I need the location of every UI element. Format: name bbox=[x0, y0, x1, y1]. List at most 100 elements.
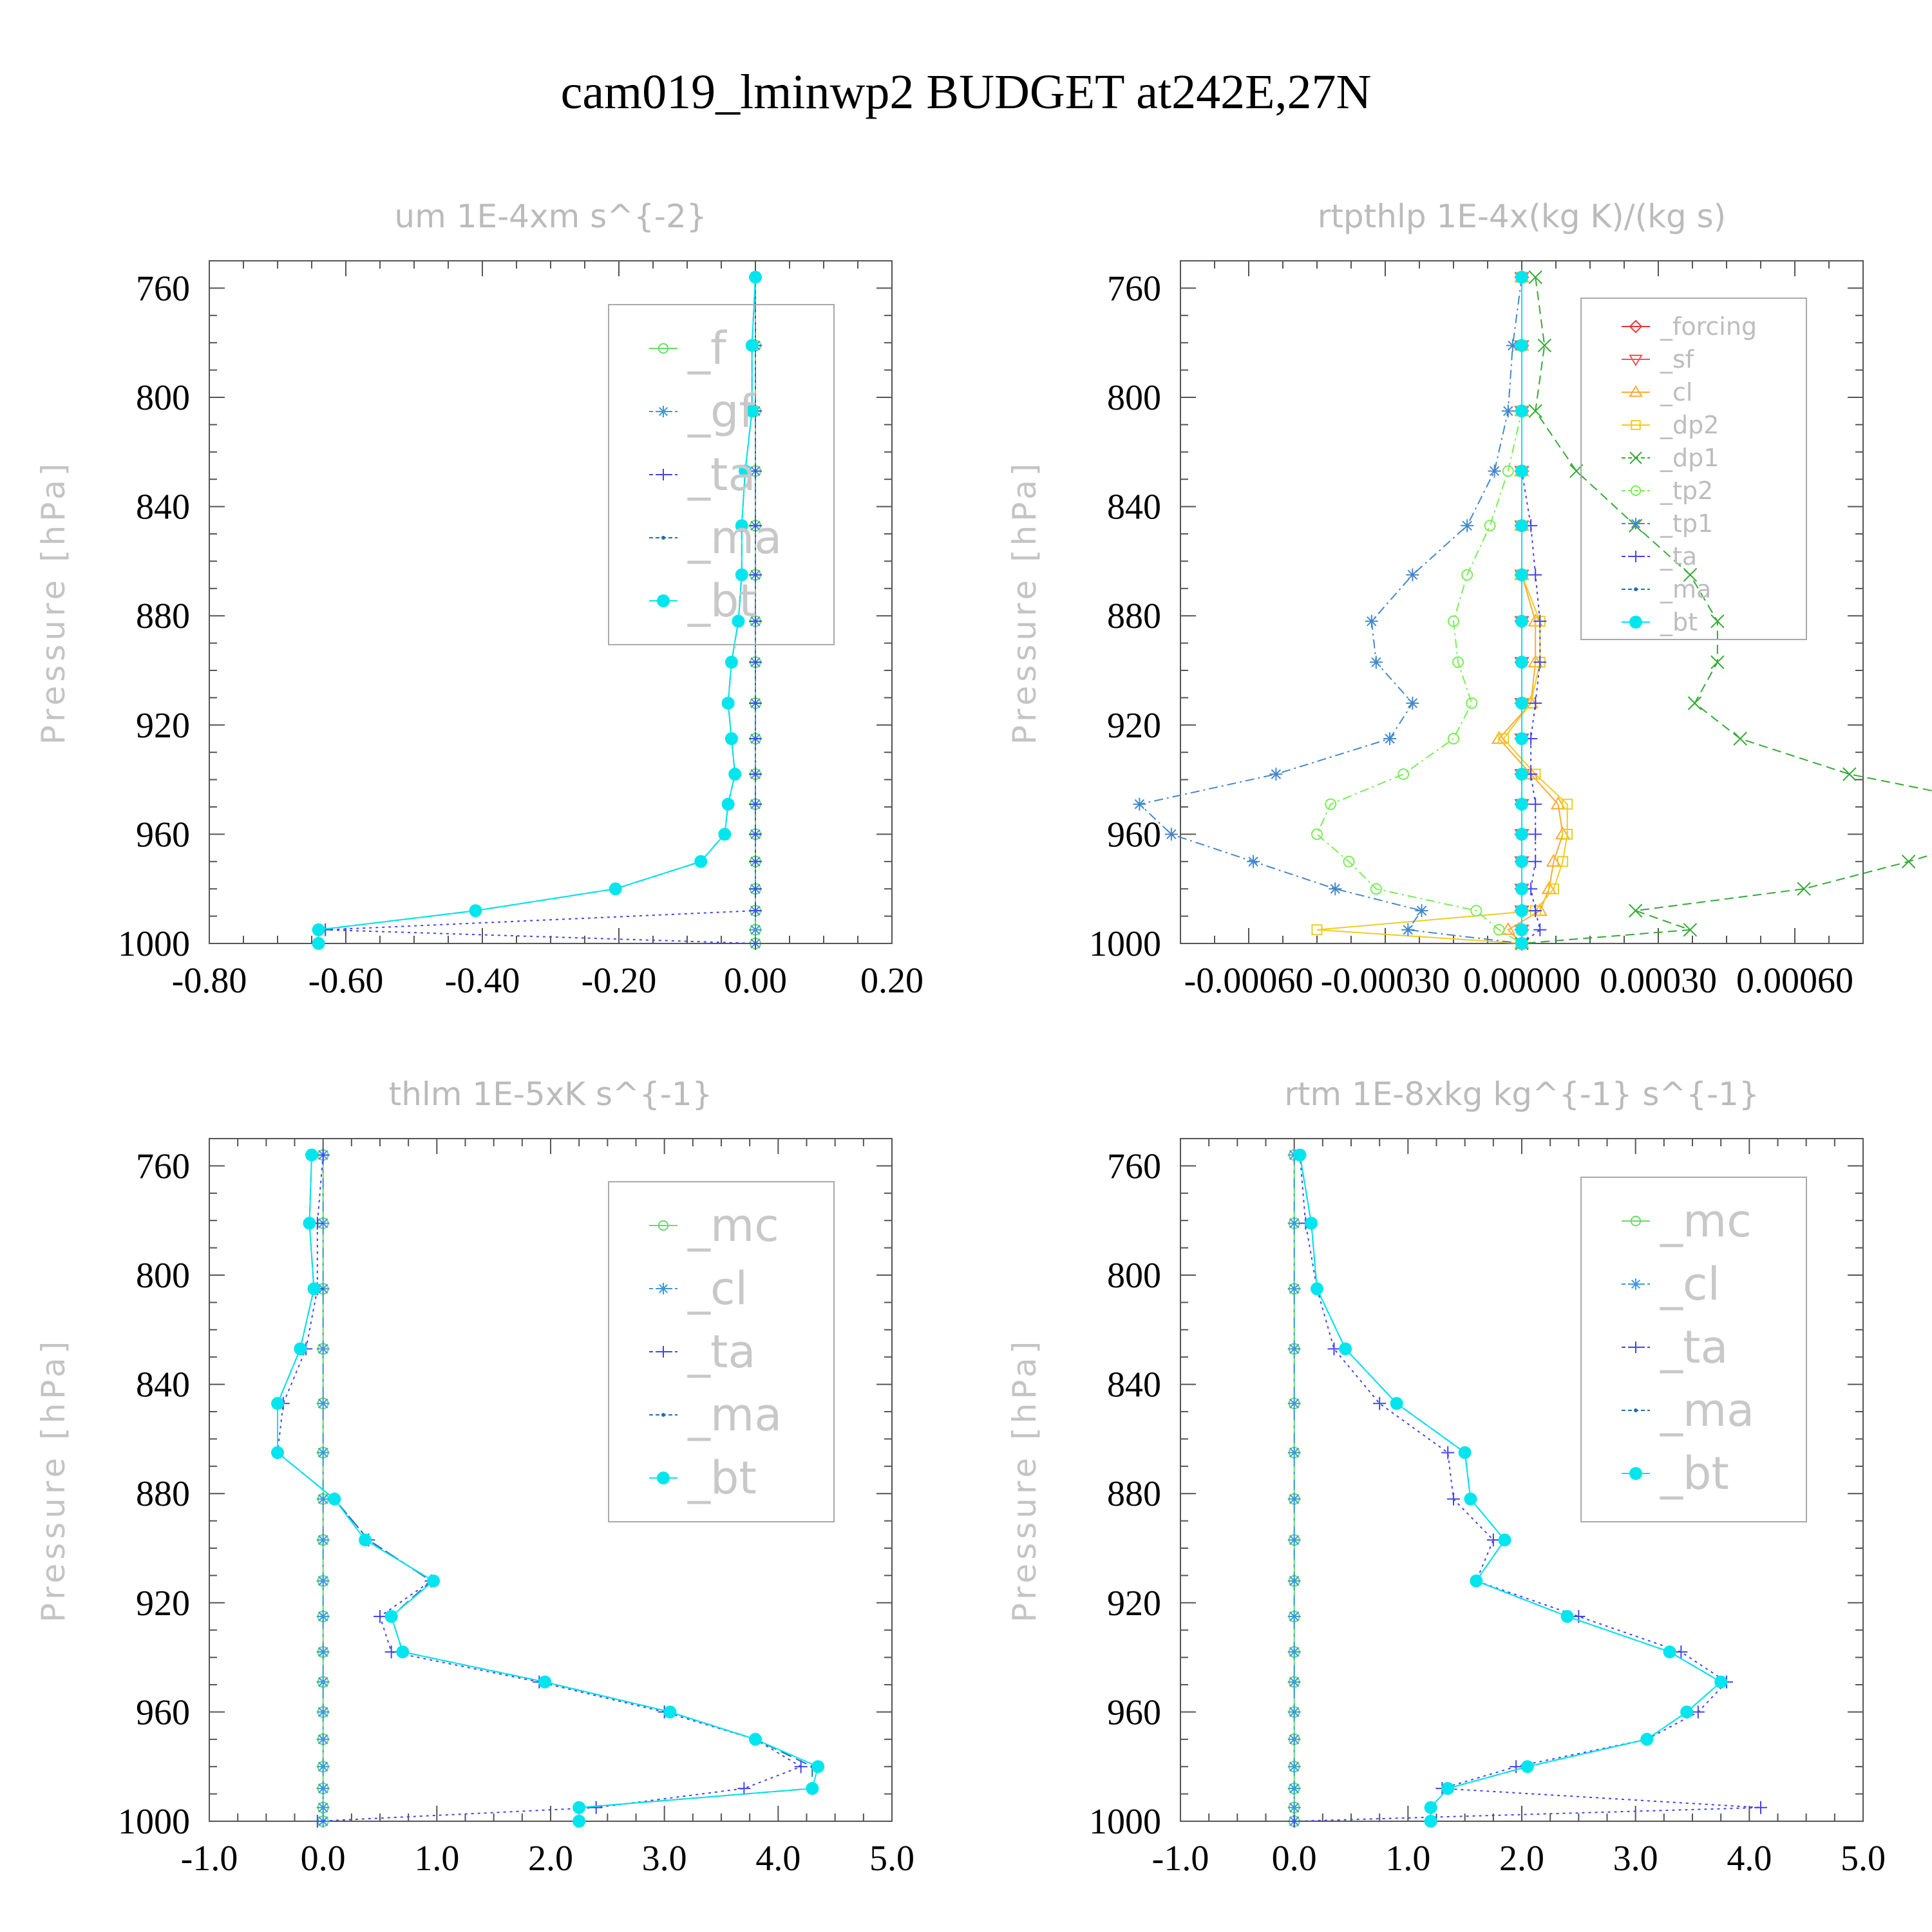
legend-marker bbox=[657, 594, 670, 607]
data-point bbox=[1529, 568, 1542, 582]
data-point bbox=[1466, 697, 1478, 709]
legend-marker bbox=[661, 536, 665, 540]
data-point bbox=[749, 828, 762, 841]
data-point bbox=[811, 1760, 825, 1774]
legend-label: _dp1 bbox=[1660, 444, 1719, 472]
data-point bbox=[1247, 855, 1260, 868]
data-point bbox=[1448, 733, 1459, 744]
data-point bbox=[694, 855, 708, 868]
x-tick-label: 5.0 bbox=[869, 1839, 914, 1879]
x-tick-label: -0.00030 bbox=[1321, 961, 1450, 1001]
data-point bbox=[1470, 1574, 1483, 1587]
y-tick-label: 840 bbox=[1107, 1365, 1161, 1405]
data-point bbox=[316, 1574, 330, 1587]
data-point bbox=[1305, 1217, 1318, 1230]
data-point bbox=[1287, 1397, 1301, 1410]
data-point bbox=[1529, 904, 1542, 918]
data-point bbox=[359, 1533, 372, 1547]
legend-marker bbox=[1630, 551, 1642, 562]
data-point bbox=[1287, 1342, 1301, 1356]
data-point bbox=[749, 614, 762, 628]
x-tick-label: 3.0 bbox=[1613, 1839, 1658, 1879]
legend-label: _forcing bbox=[1660, 312, 1757, 341]
y-axis-label: Pressure [hPa] bbox=[1006, 460, 1043, 745]
legend-marker bbox=[1630, 518, 1642, 529]
data-point bbox=[1515, 519, 1528, 533]
data-point bbox=[728, 768, 742, 781]
legend-box bbox=[608, 1181, 835, 1522]
data-point bbox=[538, 1675, 552, 1689]
data-point bbox=[724, 656, 738, 669]
data-point bbox=[1373, 1397, 1387, 1410]
data-point bbox=[1537, 338, 1552, 353]
x-tick-label: 1.0 bbox=[414, 1839, 459, 1879]
data-point bbox=[1754, 1801, 1767, 1814]
data-point bbox=[1548, 883, 1559, 895]
series-tp1 bbox=[1133, 270, 1528, 950]
data-point bbox=[1406, 696, 1419, 710]
series-ma bbox=[1298, 1153, 1723, 1823]
plot-frame bbox=[209, 260, 893, 944]
x-tick-label: 1.0 bbox=[1385, 1839, 1430, 1879]
series-line bbox=[1138, 277, 1522, 944]
y-tick-label: 760 bbox=[1107, 1146, 1161, 1186]
data-point bbox=[749, 519, 762, 533]
y-tick-label: 920 bbox=[1107, 706, 1161, 746]
data-point bbox=[1515, 904, 1528, 918]
y-tick-label: 1000 bbox=[1089, 1802, 1161, 1842]
legend-box bbox=[1580, 298, 1807, 640]
panel-title: thlm 1E-5xK s^{-1} bbox=[389, 1075, 713, 1113]
legend-label: _ta bbox=[687, 1325, 755, 1378]
data-point bbox=[749, 904, 762, 918]
data-point bbox=[1339, 1342, 1352, 1356]
legend-marker bbox=[1630, 1215, 1642, 1227]
data-point bbox=[1329, 882, 1342, 896]
data-point bbox=[316, 1533, 330, 1547]
data-point bbox=[1529, 696, 1542, 710]
data-point bbox=[1287, 1760, 1301, 1774]
data-point bbox=[1133, 797, 1146, 811]
data-point bbox=[1464, 1492, 1477, 1506]
data-point bbox=[1287, 1645, 1301, 1659]
data-point bbox=[316, 1446, 330, 1459]
x-tick-label: -0.60 bbox=[308, 961, 384, 1001]
data-point bbox=[1733, 732, 1747, 746]
y-tick-label: 840 bbox=[1107, 488, 1161, 527]
y-axis-label: Pressure [hPa] bbox=[35, 1338, 72, 1623]
legend-marker bbox=[1630, 485, 1642, 497]
data-point bbox=[1327, 1342, 1341, 1356]
data-point bbox=[749, 696, 762, 710]
data-point bbox=[271, 1446, 284, 1459]
legend-label: _ma bbox=[687, 1388, 782, 1441]
data-point bbox=[1683, 567, 1698, 582]
data-point bbox=[1501, 922, 1516, 935]
y-tick-label: 840 bbox=[136, 1365, 190, 1405]
y-tick-label: 960 bbox=[136, 1692, 190, 1732]
data-point bbox=[307, 1282, 321, 1296]
data-point bbox=[1287, 1533, 1301, 1547]
data-point bbox=[1287, 1675, 1301, 1689]
series-line bbox=[1316, 277, 1522, 944]
data-point bbox=[1674, 1645, 1688, 1659]
legend-marker bbox=[658, 343, 669, 354]
data-point bbox=[749, 923, 762, 936]
legend-label: _gf bbox=[687, 385, 755, 438]
data-point bbox=[316, 1801, 330, 1814]
data-point bbox=[427, 1574, 440, 1587]
series-cl bbox=[1287, 1148, 1301, 1828]
data-point bbox=[1515, 768, 1528, 781]
data-point bbox=[1461, 519, 1474, 533]
data-point bbox=[718, 828, 732, 841]
data-point bbox=[384, 1645, 398, 1659]
data-point bbox=[316, 1760, 330, 1774]
data-point bbox=[316, 1492, 330, 1506]
data-point bbox=[1714, 1675, 1728, 1689]
data-point bbox=[721, 797, 735, 811]
series-line bbox=[1294, 1155, 1761, 1822]
series-dp2 bbox=[1311, 271, 1573, 949]
legend-marker bbox=[657, 1472, 670, 1484]
data-point bbox=[1448, 615, 1459, 627]
data-point bbox=[1311, 828, 1323, 840]
chart-panel-rtpthlp: rtpthlp 1E-4x(kg K)/(kg s) Pressure [hPa]… bbox=[1006, 198, 1932, 1001]
x-tick-label: -0.80 bbox=[172, 961, 247, 1001]
